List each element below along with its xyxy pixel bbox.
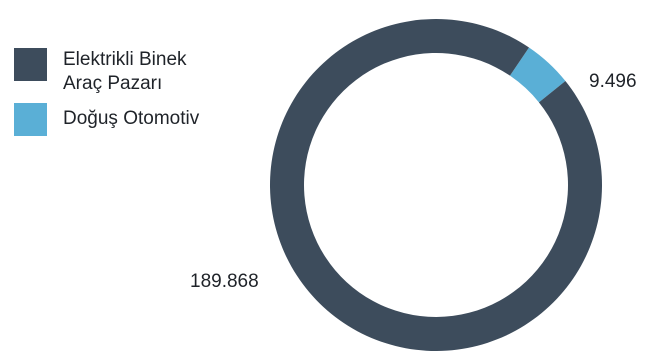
legend-swatch-ev-market: [14, 48, 47, 81]
legend-swatch-dogus: [14, 103, 47, 136]
slice-dogus: [509, 47, 566, 103]
legend-label-ev-market: Elektrikli Binek Araç Pazarı: [63, 49, 187, 94]
data-label-dogus: 9.496: [589, 71, 637, 92]
chart-legend: Elektrikli Binek Araç Pazarı Doğuş Otomo…: [14, 48, 223, 150]
legend-item-ev-market: Elektrikli Binek Araç Pazarı: [14, 48, 223, 96]
donut-slices: [269, 18, 602, 351]
legend-label-dogus: Doğuş Otomotiv: [63, 108, 200, 129]
donut-data-labels: 189.868 9.496: [190, 71, 637, 292]
data-label-ev-market: 189.868: [190, 271, 259, 292]
legend-item-dogus: Doğuş Otomotiv: [14, 103, 223, 136]
